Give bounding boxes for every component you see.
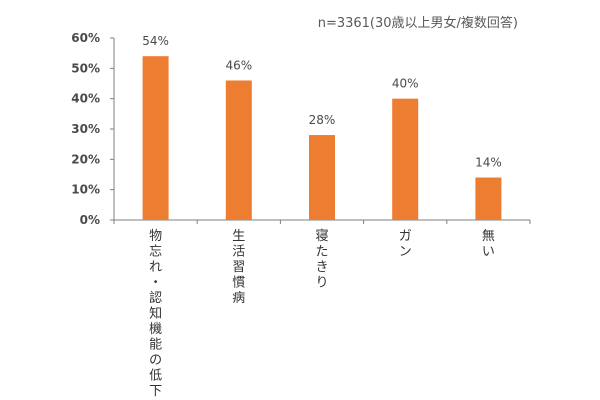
bar-1: [142, 56, 169, 221]
data-label-3: 28%: [309, 113, 336, 127]
bar-4: [392, 98, 419, 220]
y-tick-label: 0%: [80, 213, 100, 227]
category-label-2: 生活習慣病: [232, 229, 245, 306]
category-label-1: 物忘れ・認知機能の低下: [149, 229, 162, 399]
sample-note: n=3361(30歳以上男女/複数回答): [317, 16, 518, 31]
y-tick-label: 60%: [71, 31, 100, 45]
bar-5: [475, 177, 502, 220]
data-label-4: 40%: [392, 77, 419, 91]
y-tick-label: 20%: [71, 152, 100, 166]
data-label-2: 46%: [225, 58, 252, 72]
category-label-3: 寝たきり: [315, 228, 328, 291]
data-label-1: 54%: [142, 34, 169, 48]
y-tick-label: 30%: [71, 122, 100, 136]
y-tick-label: 40%: [71, 92, 100, 106]
y-tick-label: 50%: [71, 61, 100, 75]
data-label-5: 14%: [475, 156, 502, 170]
category-label-4: ガン: [399, 229, 412, 260]
bar-3: [309, 135, 335, 220]
bar-2: [225, 80, 252, 220]
y-tick-label: 10%: [71, 183, 100, 197]
category-label-5: 無い: [482, 229, 495, 260]
